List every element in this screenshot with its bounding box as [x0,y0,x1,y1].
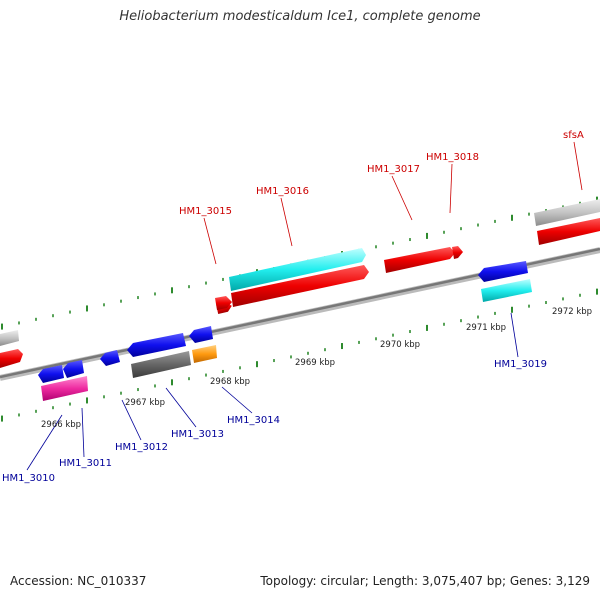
gene-hm1-3013[interactable] [127,333,186,357]
genome-summary-text: Topology: circular; Length: 3,075,407 bp… [260,574,590,588]
scale-label-2967: 2967 kbp [125,398,165,408]
label-hm1-3011[interactable]: HM1_3011 [59,458,112,469]
label-sfsa[interactable]: sfsA [563,130,584,141]
gene-hm1-3012[interactable] [100,350,120,366]
gene-labels: HM1_3015 HM1_3016 HM1_3017 HM1_3018 sfsA… [2,130,584,484]
label-hm1-3013[interactable]: HM1_3013 [171,429,224,440]
lower-scale-track [1,288,598,422]
gene-hm1-3016-cyan[interactable] [229,248,366,291]
label-hm1-3015[interactable]: HM1_3015 [179,206,232,217]
gene-sfsa[interactable] [537,218,600,245]
label-hm1-3019[interactable]: HM1_3019 [494,359,547,370]
label-hm1-3014[interactable]: HM1_3014 [227,415,280,426]
label-hm1-3016[interactable]: HM1_3016 [256,186,309,197]
scale-label-2969: 2969 kbp [295,358,335,368]
gene-sfsa-grey[interactable] [534,199,600,226]
scale-label-2972: 2972 kbp [552,307,592,317]
scale-labels: 2966 kbp 2967 kbp 2968 kbp 2969 kbp 2970… [41,307,592,430]
gene-hm1-3019-cyan[interactable] [481,279,532,302]
gene-left-grey[interactable] [0,330,19,346]
label-hm1-3012[interactable]: HM1_3012 [115,442,168,453]
accession-text: Accession: NC_010337 [10,574,147,588]
gene-hm1-3014[interactable] [189,326,213,343]
gene-hm1-3011[interactable] [63,360,84,378]
gene-hm1-3010-pink[interactable] [41,376,88,401]
gene-hm1-3010[interactable] [38,365,64,383]
label-leader-lines [26,141,583,471]
label-hm1-3017[interactable]: HM1_3017 [367,164,420,175]
gene-left-red[interactable] [0,349,23,368]
scale-label-2970: 2970 kbp [380,340,420,350]
gene-hm1-3017[interactable] [384,247,455,273]
gene-hm1-3013-grey[interactable] [131,351,191,378]
gene-hm1-3015[interactable] [215,296,232,310]
scale-label-2966: 2966 kbp [41,420,81,430]
gene-hm1-3016[interactable] [231,265,369,307]
map-title: Heliobacterium modesticaldum Ice1, compl… [119,9,481,24]
label-hm1-3010[interactable]: HM1_3010 [2,473,55,484]
gene-hm1-3019[interactable] [478,261,528,282]
scale-label-2968: 2968 kbp [210,377,250,387]
label-hm1-3018[interactable]: HM1_3018 [426,152,479,163]
gene-shapes [0,199,600,401]
scale-label-2971: 2971 kbp [466,323,506,333]
gene-hm1-3014-orange[interactable] [192,345,217,363]
gene-hm1-3018[interactable] [452,246,463,259]
